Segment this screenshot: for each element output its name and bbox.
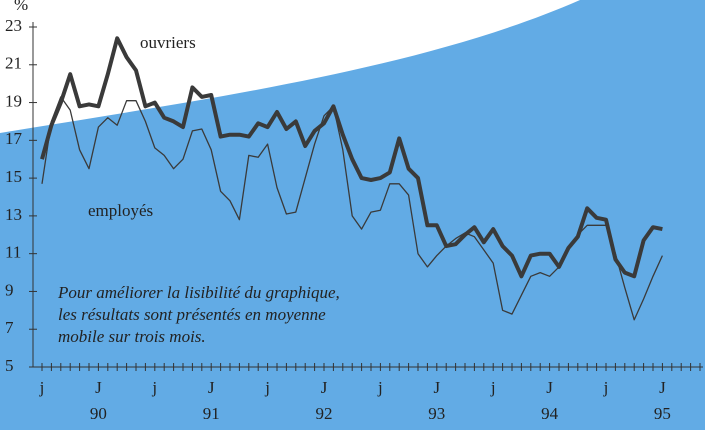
x-tick-label: J [208, 378, 215, 397]
y-tick-label: 9 [5, 280, 14, 299]
x-tick-label: j [39, 378, 45, 397]
x-tick-label: j [490, 378, 496, 397]
line [41, 96, 663, 321]
y-tick-label: 15 [5, 167, 22, 186]
y-tick-label: 17 [5, 129, 23, 148]
x-tick-label: j [377, 378, 383, 397]
year-label: 95 [654, 404, 671, 423]
annotation: mobile sur trois mois. [58, 327, 206, 346]
x-tick-label: J [546, 378, 553, 397]
year-label: 90 [90, 404, 107, 423]
annotation: Pour améliorer la lisibilité du graphiqu… [57, 283, 340, 302]
x-tick-label: j [151, 378, 157, 397]
y-tick-label: 5 [5, 356, 14, 375]
x-tick-label: j [603, 378, 609, 397]
x-tick-label: J [321, 378, 328, 397]
year-label: 93 [428, 404, 445, 423]
x-tick-label: j [264, 378, 270, 397]
annotation: les résultats sont présentés en moyenne [58, 305, 326, 324]
x-tick-label: J [433, 378, 440, 397]
series-label: employés [88, 201, 153, 220]
year-label: 92 [316, 404, 333, 423]
x-tick-label: J [95, 378, 102, 397]
y-tick-label: 7 [5, 318, 14, 337]
year-label: 91 [203, 404, 220, 423]
y-tick-label: 13 [5, 205, 22, 224]
y-tick-label: 11 [5, 243, 21, 262]
x-tick-label: J [659, 378, 666, 397]
year-label: 94 [541, 404, 559, 423]
y-tick-label: 19 [5, 91, 22, 110]
y-tick-label: 23 [5, 16, 22, 35]
y-tick-label: 21 [5, 54, 22, 73]
series-label: ouvriers [140, 33, 196, 52]
y-unit: % [14, 0, 28, 14]
